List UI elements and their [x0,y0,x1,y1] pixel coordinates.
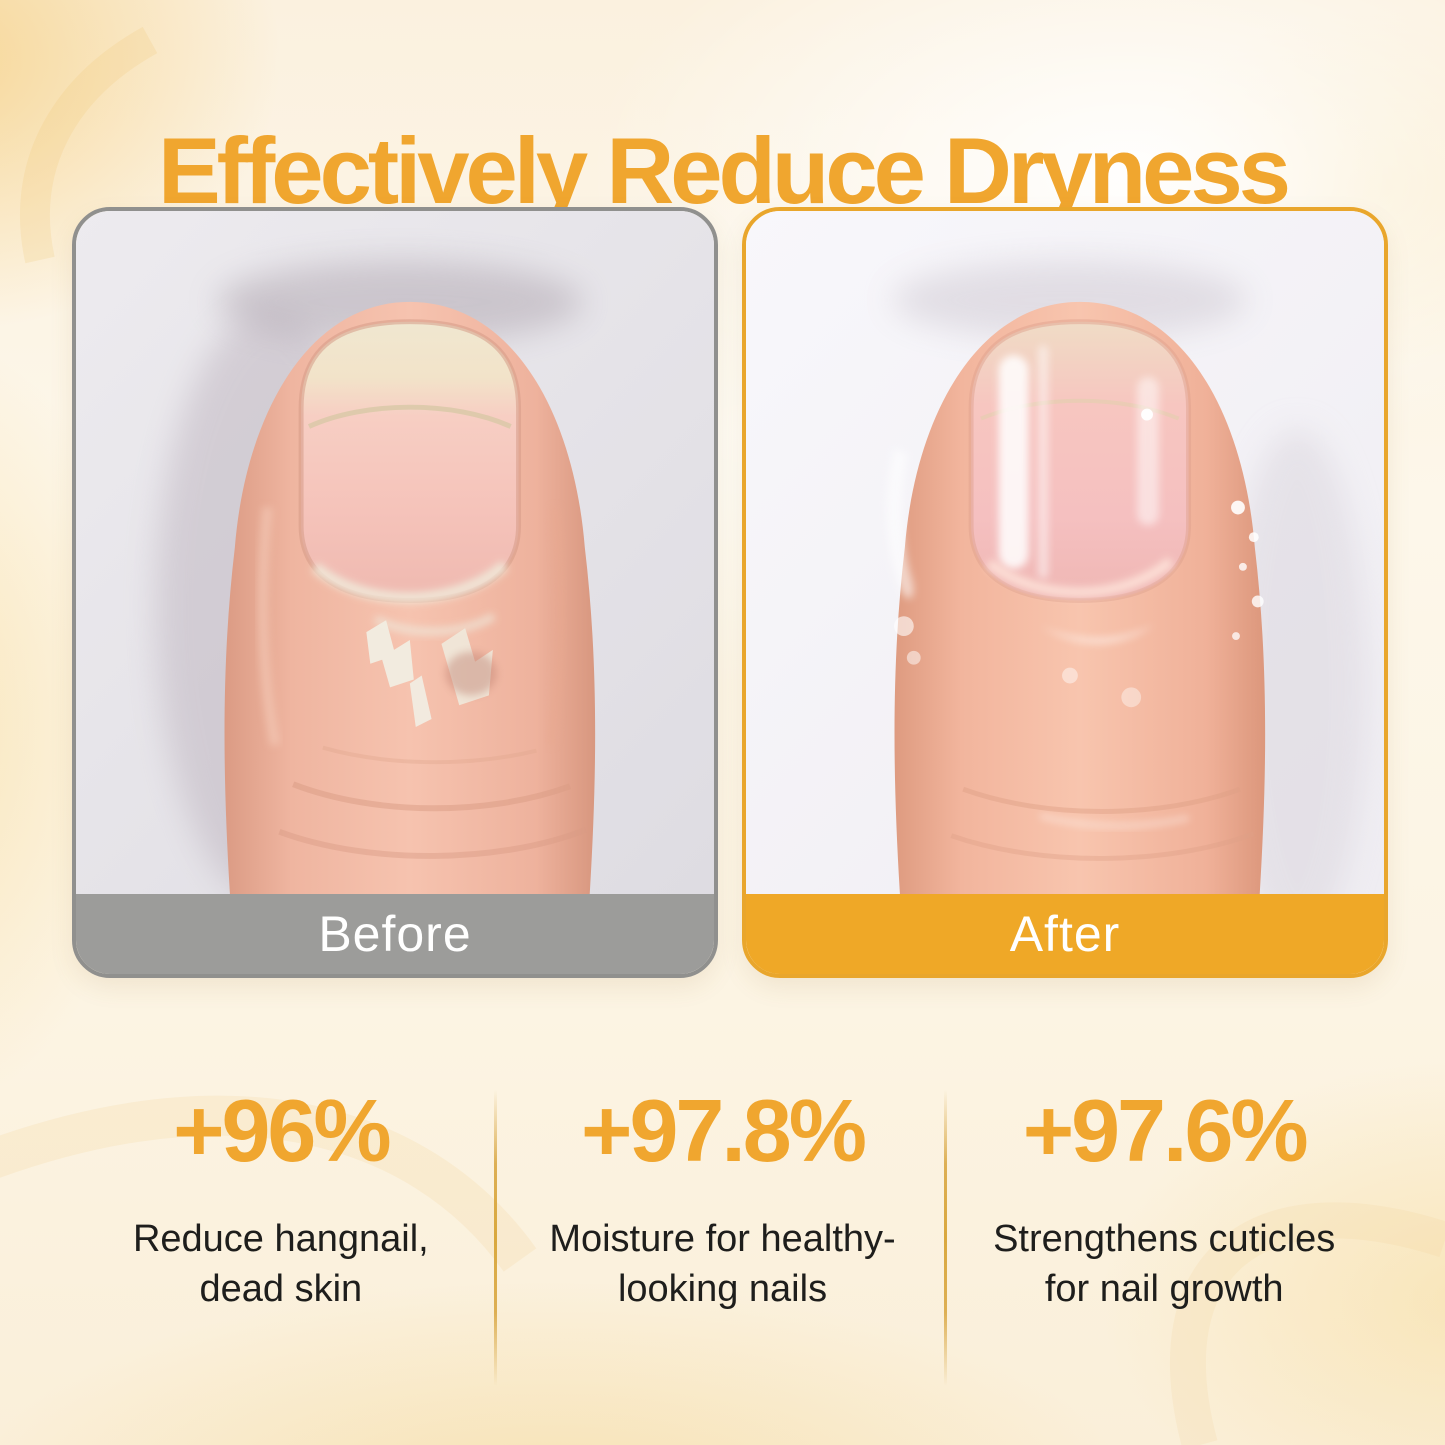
stats-divider-right [944,1090,947,1386]
after-label-bar: After [746,894,1384,974]
after-finger-photo [746,211,1384,894]
stat-moisture-label: Moisture for healthy- looking nails [549,1218,896,1311]
before-after-comparison: Before [72,207,1388,978]
after-card: After [742,207,1388,978]
stat-hangnail-value: +96% [173,1081,392,1180]
before-card: Before [72,207,718,978]
stats-row: +96% Reduce hangnail, dead skin +97.8% M… [60,1080,1385,1314]
stat-cuticles: +97.6% Strengthens cuticles for nail gro… [943,1080,1385,1314]
stats-divider-left [494,1090,497,1386]
page-title: Effectively Reduce Dryness [157,117,1291,223]
stat-cuticles-value: +97.6% [1022,1081,1309,1180]
before-label-bar: Before [76,894,714,974]
stat-hangnail-label: Reduce hangnail, dead skin [132,1218,429,1311]
stat-hangnail: +96% Reduce hangnail, dead skin [60,1080,502,1314]
before-finger-photo [76,211,714,894]
stat-moisture-value: +97.8% [581,1081,867,1180]
stat-cuticles-label: Strengthens cuticles for nail growth [993,1218,1336,1311]
stat-moisture: +97.8% Moisture for healthy- looking nai… [502,1080,944,1314]
